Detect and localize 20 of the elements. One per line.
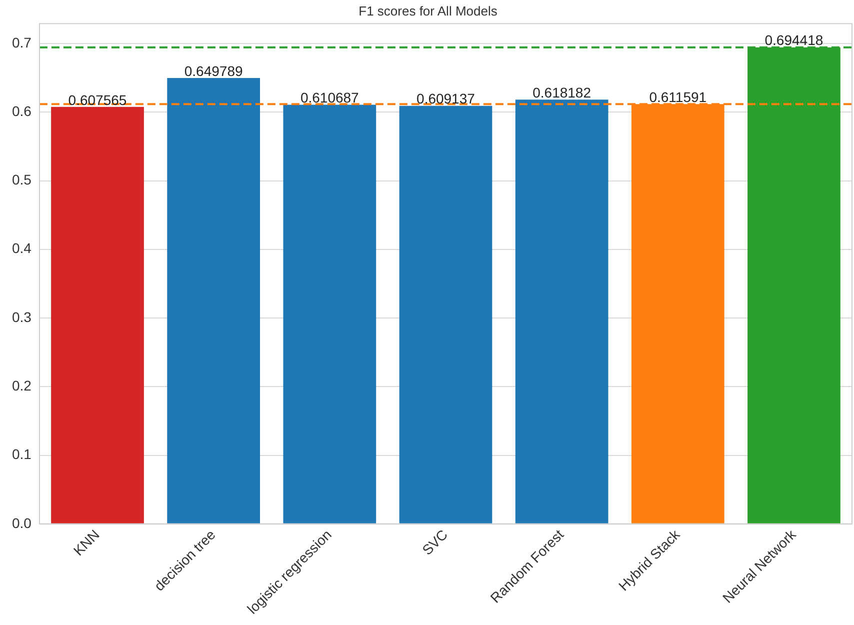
data-label: 0.611591 xyxy=(649,89,707,106)
chart-title: F1 scores for All Models xyxy=(358,3,498,18)
bar xyxy=(283,104,376,524)
y-tick-label: 0.0 xyxy=(12,514,32,531)
bar xyxy=(399,106,492,524)
data-label: 0.649789 xyxy=(184,62,243,79)
y-tick-label: 0.3 xyxy=(12,308,32,325)
data-label: 0.610687 xyxy=(300,90,360,106)
data-label: 0.609137 xyxy=(416,90,476,107)
y-tick-label: 0.2 xyxy=(12,377,32,394)
y-tick-label: 0.5 xyxy=(12,172,32,188)
y-tick-label: 0.6 xyxy=(12,102,32,119)
bar xyxy=(167,78,260,524)
y-tick-label: 0.4 xyxy=(12,240,32,256)
bar xyxy=(51,106,144,524)
bar xyxy=(515,100,608,524)
y-tick-label: 0.7 xyxy=(12,34,32,50)
data-label: 0.618182 xyxy=(532,84,592,101)
data-label: 0.694418 xyxy=(764,32,824,48)
y-tick-label: 0.1 xyxy=(12,446,32,462)
